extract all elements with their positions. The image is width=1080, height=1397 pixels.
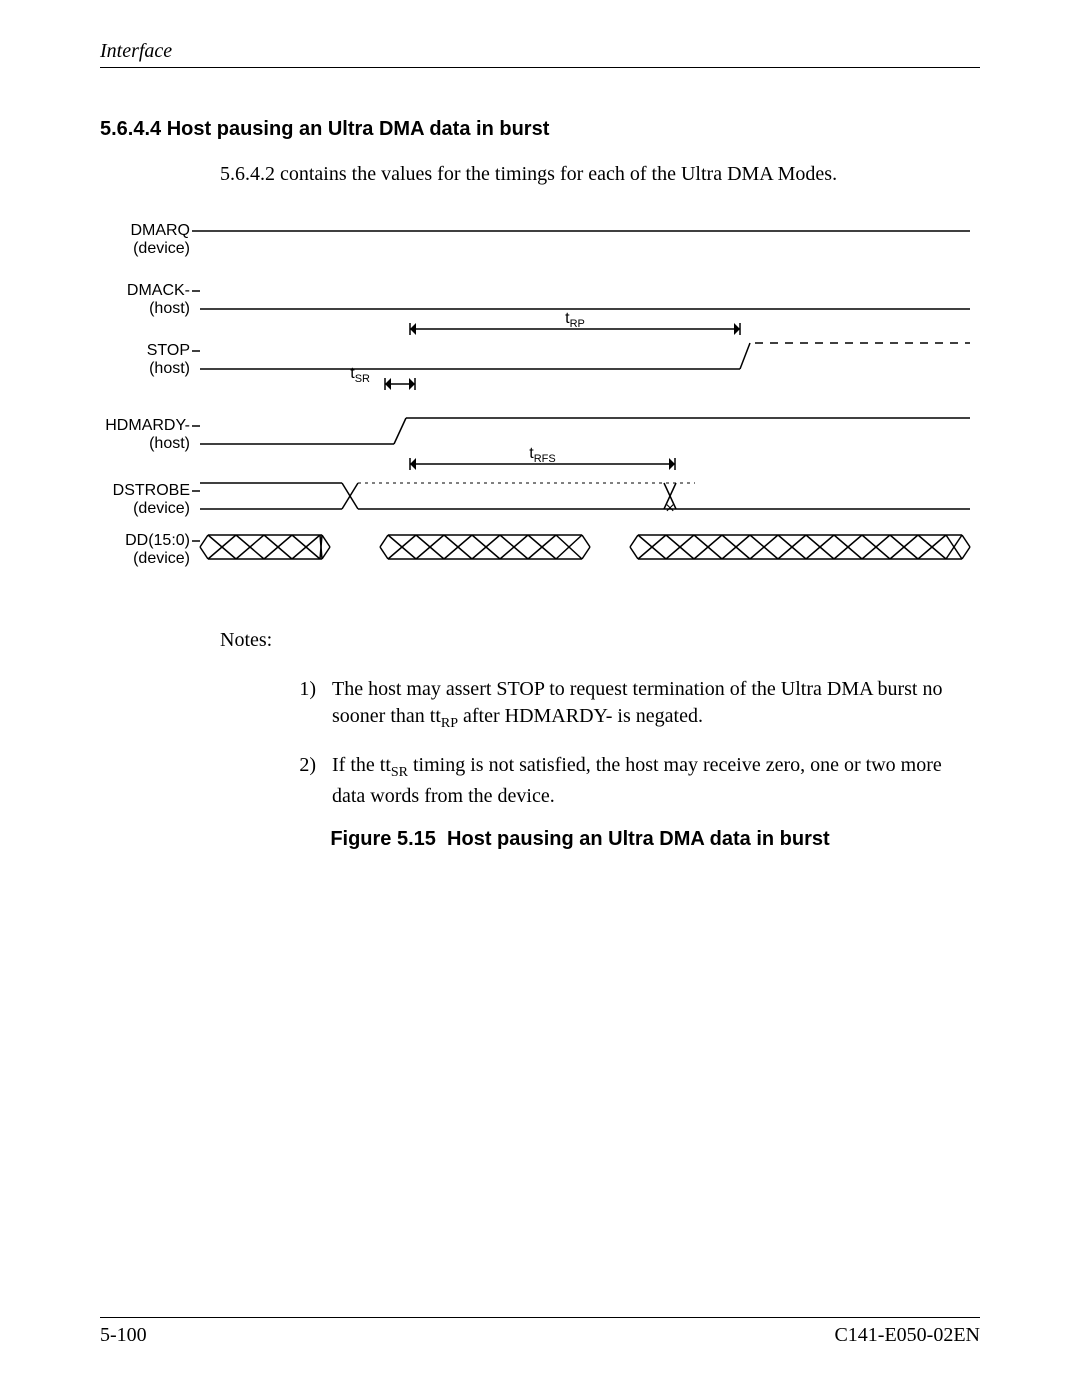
note-text: If the ttSR timing is not satisfied, the…: [332, 752, 980, 810]
svg-text:DSTROBE: DSTROBE: [113, 482, 190, 499]
note-item: 2) If the ttSR timing is not satisfied, …: [290, 752, 980, 810]
figure-caption: Figure 5.15 Host pausing an Ultra DMA da…: [180, 828, 980, 851]
figure-label: Figure 5.15: [330, 828, 436, 850]
notes-list: 1) The host may assert STOP to request t…: [290, 676, 980, 810]
svg-text:tRFS: tRFS: [529, 445, 555, 465]
note-item: 1) The host may assert STOP to request t…: [290, 676, 980, 734]
header-rule: [100, 67, 980, 68]
page-header-title: Interface: [100, 40, 980, 63]
svg-text:STOP: STOP: [147, 342, 190, 359]
notes-label: Notes:: [220, 629, 980, 652]
section-title: Host pausing an Ultra DMA data in burst: [167, 118, 550, 140]
intro-paragraph: 5.6.4.2 contains the values for the timi…: [220, 163, 980, 186]
svg-text:(device): (device): [133, 500, 190, 517]
svg-text:(host): (host): [149, 435, 190, 452]
page-footer: 5-100 C141-E050-02EN: [100, 1317, 980, 1347]
svg-text:tSR: tSR: [350, 365, 370, 385]
section-number: 5.6.4.4: [100, 118, 161, 140]
svg-text:DMACK-: DMACK-: [127, 282, 190, 299]
section-heading: 5.6.4.4 Host pausing an Ultra DMA data i…: [100, 118, 980, 141]
svg-text:DMARQ: DMARQ: [130, 222, 190, 239]
svg-text:(host): (host): [149, 360, 190, 377]
svg-text:(device): (device): [133, 550, 190, 567]
note-text: The host may assert STOP to request term…: [332, 676, 980, 734]
svg-text:(host): (host): [149, 300, 190, 317]
svg-text:tRP: tRP: [565, 310, 585, 330]
note-number: 2): [290, 752, 316, 810]
figure-title: Host pausing an Ultra DMA data in burst: [447, 828, 830, 850]
svg-text:(device): (device): [133, 240, 190, 257]
note-number: 1): [290, 676, 316, 734]
footer-rule: [100, 1317, 980, 1318]
svg-text:×: ×: [665, 500, 674, 517]
page-number: 5-100: [100, 1324, 147, 1347]
svg-text:HDMARDY-: HDMARDY-: [105, 417, 190, 434]
doc-id: C141-E050-02EN: [834, 1324, 980, 1347]
svg-text:DD(15:0): DD(15:0): [125, 532, 190, 549]
timing-diagram: DMARQ(device)DMACK-(host)STOP(host)HDMAR…: [100, 214, 980, 599]
